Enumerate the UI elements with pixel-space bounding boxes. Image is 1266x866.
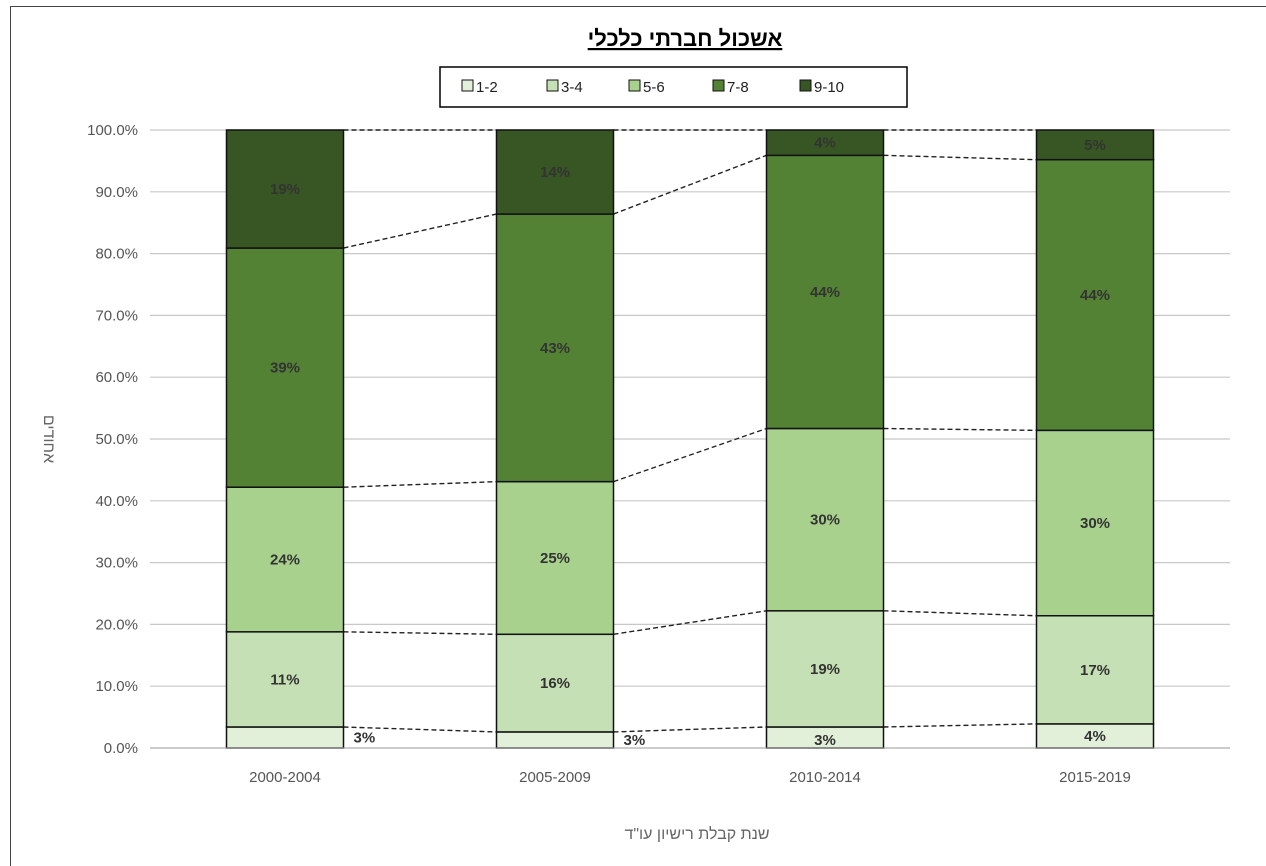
bar-segment-7-8 [1035, 158, 1155, 432]
bars [225, 129, 1155, 749]
bar-segment-9-10 [1035, 129, 1155, 161]
data-label: 16% [540, 675, 570, 692]
data-label: 30% [810, 512, 840, 529]
bar-segment-3-4 [225, 631, 345, 728]
bar-segment-7-8 [225, 247, 345, 488]
data-label: 19% [810, 661, 840, 678]
legend-swatch-3-4 [546, 79, 559, 92]
legend-swatch-5-6 [628, 79, 641, 92]
bar-segment-9-10 [765, 129, 885, 157]
data-label: 11% [270, 671, 299, 688]
series-connector-5-6 [613, 427, 767, 483]
series-connector-5-6 [883, 427, 1037, 432]
legend-box [439, 66, 908, 108]
y-tick-label: 90.0% [95, 184, 138, 201]
bar-segment-5-6 [495, 480, 615, 636]
series-connector-7-8 [613, 154, 767, 215]
legend-label-1-2: 1-2 [476, 79, 498, 96]
y-tick-label: 40.0% [95, 493, 138, 510]
y-tick-label: 100.0% [87, 122, 138, 139]
bar-segment-9-10 [495, 129, 615, 215]
data-label: 3% [814, 732, 836, 749]
bar-segment-5-6 [225, 486, 345, 633]
data-label: 30% [1080, 515, 1110, 532]
data-label: 19% [270, 181, 300, 198]
data-label: 24% [270, 552, 300, 569]
legend-label-9-10: 9-10 [814, 79, 844, 96]
legend-swatch-1-2 [461, 79, 474, 92]
data-label: 4% [1084, 728, 1106, 745]
data-label: 25% [540, 550, 570, 567]
data-label: 17% [1080, 662, 1110, 679]
data-label: 43% [540, 340, 570, 357]
bar-segment-1-2 [225, 726, 345, 749]
data-label: 44% [1080, 287, 1110, 304]
series-connector-3-4 [883, 610, 1037, 617]
data-labels: 3% 11% 24% 39% 19% 3% 16% 25% 43% 14% 3% 19% 30% 44% 4… [270, 135, 1110, 749]
legend-swatch-7-8 [712, 79, 725, 92]
y-axis-title: אחודים [40, 415, 57, 463]
legend-label-7-8: 7-8 [727, 79, 749, 96]
x-axis-ticks: 2000-2004 2005-2009 2010-2014 2015-2019 [249, 769, 1131, 786]
series-connector-7-8 [343, 213, 497, 249]
chart-frame [10, 6, 1266, 866]
chart-title: אשכול חברתי כלכלי [588, 26, 783, 51]
legend-label-3-4: 3-4 [561, 79, 583, 96]
y-tick-label: 20.0% [95, 616, 138, 633]
y-tick-label: 50.0% [95, 431, 138, 448]
y-tick-label: 30.0% [95, 555, 138, 572]
series-connector-3-4 [343, 631, 497, 635]
y-tick-label: 10.0% [95, 678, 138, 695]
data-label: 39% [270, 360, 300, 377]
bar-segment-3-4 [765, 610, 885, 728]
legend-label-5-6: 5-6 [643, 79, 665, 96]
legend: 1-2 3-4 5-6 7-8 9-10 [439, 66, 908, 108]
data-label: 14% [540, 164, 570, 181]
x-tick-label: 2005-2009 [519, 769, 591, 786]
series-connector-5-6 [343, 480, 497, 488]
series-connector-1-2 [613, 726, 767, 733]
y-axis-ticks: 0.0% 10.0% 20.0% 30.0% 40.0% 50.0% 60.0% 70.0% 8… [87, 122, 138, 757]
data-label: 44% [810, 284, 840, 301]
bar-segment-3-4 [495, 633, 615, 733]
bar-segment-1-2 [495, 731, 615, 749]
x-axis-title: שנת קבלת רישיון עו"ד [624, 825, 769, 843]
y-tick-label: 0.0% [104, 740, 138, 757]
data-label: 3% [624, 732, 646, 749]
series-connector-7-8 [883, 154, 1037, 161]
series-connector-lines [343, 129, 1037, 733]
data-label: 5% [1084, 137, 1106, 154]
y-tick-label: 80.0% [95, 246, 138, 263]
x-tick-label: 2015-2019 [1059, 769, 1131, 786]
x-tick-label: 2010-2014 [789, 769, 861, 786]
data-label: 3% [354, 729, 376, 746]
bar-segment-7-8 [495, 213, 615, 483]
series-connector-1-2 [343, 726, 497, 733]
legend-swatch-9-10 [799, 79, 812, 92]
series-connector-3-4 [613, 610, 767, 635]
y-tick-label: 60.0% [95, 369, 138, 386]
bar-segment-9-10 [225, 129, 345, 249]
data-label: 4% [814, 135, 836, 152]
series-connector-1-2 [883, 723, 1037, 728]
y-tick-label: 70.0% [95, 307, 138, 324]
x-tick-label: 2000-2004 [249, 769, 321, 786]
